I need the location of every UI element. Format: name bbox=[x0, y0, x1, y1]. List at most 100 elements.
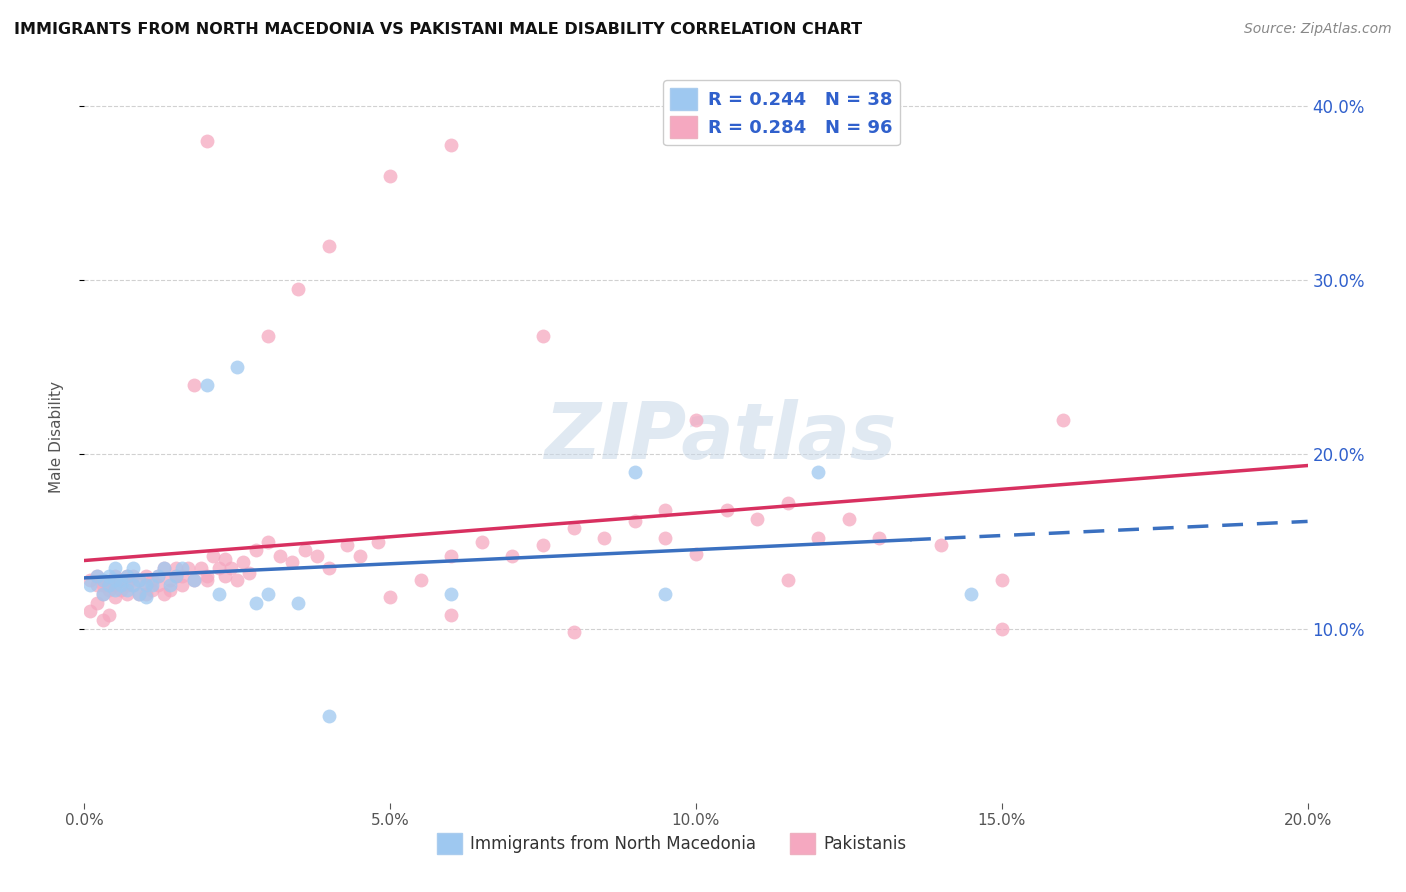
Point bbox=[991, 622, 1014, 636]
Text: Source: ZipAtlas.com: Source: ZipAtlas.com bbox=[1244, 22, 1392, 37]
Point bbox=[115, 583, 138, 598]
Point bbox=[177, 560, 200, 574]
Point bbox=[165, 569, 187, 583]
Point bbox=[440, 607, 463, 622]
Point bbox=[97, 583, 120, 598]
Point bbox=[226, 573, 249, 587]
Point bbox=[97, 569, 120, 583]
Point bbox=[624, 514, 647, 528]
Legend: Immigrants from North Macedonia, Pakistanis: Immigrants from North Macedonia, Pakista… bbox=[430, 827, 912, 860]
Point bbox=[141, 573, 163, 587]
Point bbox=[562, 625, 585, 640]
Point bbox=[153, 587, 176, 601]
Point bbox=[79, 573, 101, 587]
Point bbox=[624, 465, 647, 479]
Point bbox=[380, 169, 402, 183]
Point bbox=[776, 573, 799, 587]
Point bbox=[104, 591, 127, 605]
Point bbox=[86, 578, 108, 592]
Point bbox=[367, 534, 389, 549]
Point bbox=[183, 573, 205, 587]
Point bbox=[380, 591, 402, 605]
Point bbox=[257, 329, 280, 343]
Point bbox=[122, 560, 145, 574]
Point bbox=[440, 549, 463, 563]
Point bbox=[531, 538, 554, 552]
Point bbox=[97, 578, 120, 592]
Point bbox=[232, 556, 254, 570]
Point bbox=[190, 560, 212, 574]
Point bbox=[153, 560, 176, 574]
Point bbox=[135, 578, 157, 592]
Point bbox=[141, 583, 163, 598]
Point bbox=[97, 578, 120, 592]
Point bbox=[122, 578, 145, 592]
Point bbox=[172, 578, 194, 592]
Point bbox=[104, 578, 127, 592]
Point bbox=[183, 573, 205, 587]
Point bbox=[471, 534, 494, 549]
Point bbox=[716, 503, 738, 517]
Point bbox=[214, 569, 236, 583]
Point bbox=[128, 587, 150, 601]
Point bbox=[195, 573, 218, 587]
Point bbox=[654, 587, 676, 601]
Point bbox=[135, 569, 157, 583]
Point bbox=[86, 569, 108, 583]
Point bbox=[654, 531, 676, 545]
Point bbox=[502, 549, 524, 563]
Point bbox=[318, 560, 340, 574]
Point bbox=[165, 569, 187, 583]
Point bbox=[257, 587, 280, 601]
Text: IMMIGRANTS FROM NORTH MACEDONIA VS PAKISTANI MALE DISABILITY CORRELATION CHART: IMMIGRANTS FROM NORTH MACEDONIA VS PAKIS… bbox=[14, 22, 862, 37]
Point bbox=[195, 134, 218, 148]
Point bbox=[869, 531, 891, 545]
Point bbox=[110, 578, 132, 592]
Point bbox=[219, 560, 242, 574]
Point bbox=[208, 587, 231, 601]
Point bbox=[257, 534, 280, 549]
Point bbox=[86, 569, 108, 583]
Point bbox=[122, 569, 145, 583]
Point bbox=[159, 578, 181, 592]
Point bbox=[960, 587, 983, 601]
Point bbox=[165, 560, 187, 574]
Point bbox=[91, 578, 114, 592]
Point bbox=[146, 569, 169, 583]
Point bbox=[79, 604, 101, 618]
Point bbox=[245, 595, 267, 609]
Point bbox=[128, 587, 150, 601]
Point bbox=[97, 607, 120, 622]
Point bbox=[294, 543, 316, 558]
Point bbox=[287, 595, 309, 609]
Point bbox=[183, 377, 205, 392]
Point bbox=[336, 538, 359, 552]
Point bbox=[110, 573, 132, 587]
Point bbox=[562, 521, 585, 535]
Point bbox=[115, 569, 138, 583]
Point bbox=[104, 569, 127, 583]
Point bbox=[91, 573, 114, 587]
Point bbox=[838, 512, 860, 526]
Point bbox=[153, 560, 176, 574]
Text: ZIPatlas: ZIPatlas bbox=[544, 399, 897, 475]
Point bbox=[214, 552, 236, 566]
Point bbox=[226, 360, 249, 375]
Point bbox=[91, 613, 114, 627]
Point bbox=[146, 569, 169, 583]
Point bbox=[159, 573, 181, 587]
Point bbox=[91, 573, 114, 587]
Point bbox=[146, 578, 169, 592]
Point bbox=[110, 573, 132, 587]
Point bbox=[195, 569, 218, 583]
Point bbox=[318, 238, 340, 252]
Point bbox=[269, 549, 291, 563]
Point bbox=[115, 578, 138, 592]
Point bbox=[135, 587, 157, 601]
Point bbox=[135, 578, 157, 592]
Point bbox=[531, 329, 554, 343]
Point bbox=[281, 556, 304, 570]
Point bbox=[318, 708, 340, 723]
Point bbox=[593, 531, 616, 545]
Point bbox=[110, 583, 132, 598]
